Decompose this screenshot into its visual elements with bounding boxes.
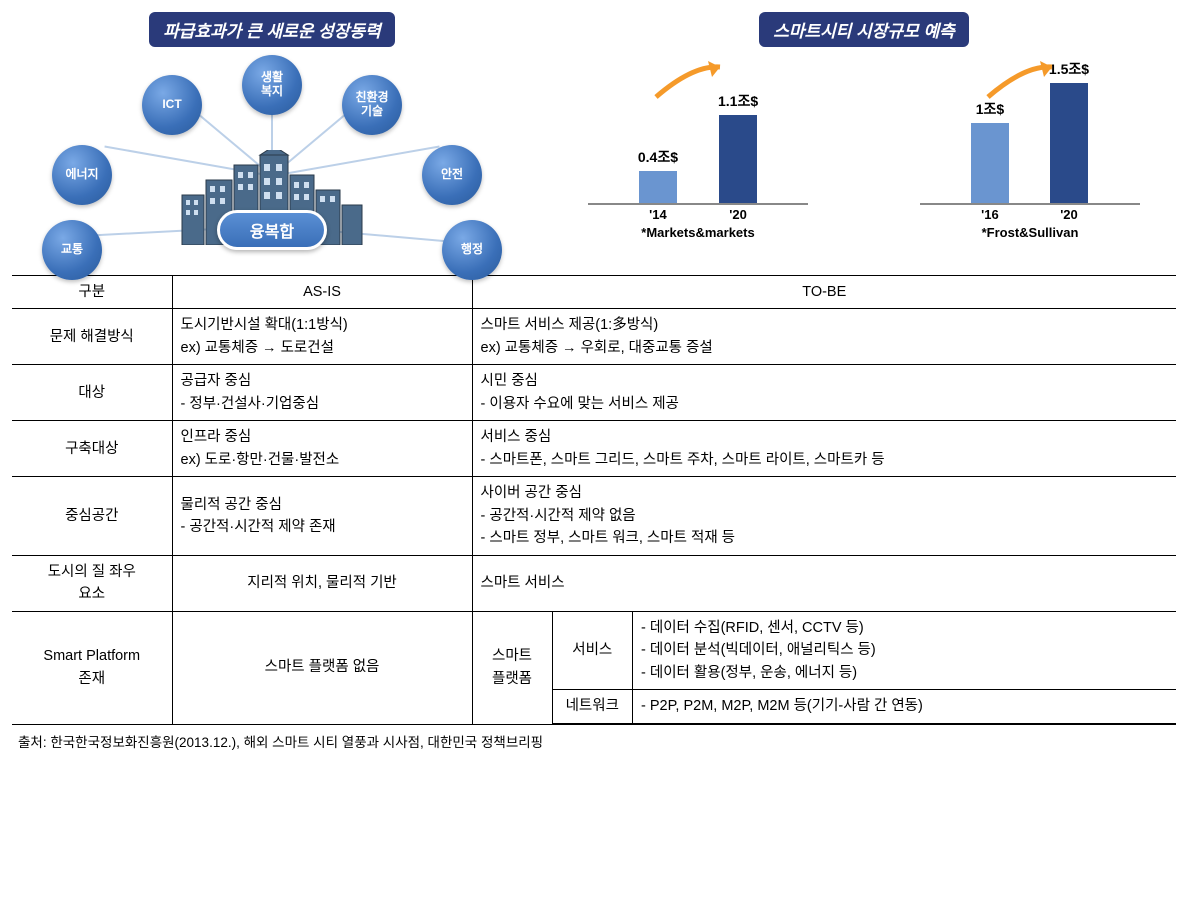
tobe-platform-sub: 서비스- 데이터 수집(RFID, 센서, CCTV 등)- 데이터 분석(빅데… [552, 611, 1176, 724]
row-tobe: 사이버 공간 중심- 공간적·시간적 제약 없음- 스마트 정부, 스마트 워크… [472, 477, 1176, 555]
row-asis: 도시기반시설 확대(1:1방식)ex) 교통체증 → 도로건설 [172, 309, 472, 365]
growth-diagram: 융복합 에너지ICT생활복지친환경기술안전행정교통 [12, 55, 532, 265]
bar [719, 115, 757, 203]
growth-bubble: 행정 [442, 220, 502, 280]
growth-arrow-icon [648, 55, 738, 105]
th-asis: AS-IS [172, 276, 472, 309]
mini-chart-bars: 0.4조$'14 1.1조$'20 [588, 65, 808, 205]
comparison-table: 구분 AS-IS TO-BE 문제 해결방식도시기반시설 확대(1:1방식)ex… [12, 275, 1176, 725]
growth-bubble: 에너지 [52, 145, 112, 205]
tobe-platform-head: 스마트플랫폼 [472, 611, 552, 724]
mini-chart-source: *Frost&Sullivan [920, 225, 1140, 240]
growth-bubble: 교통 [42, 220, 102, 280]
forecast-charts: 0.4조$'141.1조$'20*Markets&markets1조$'161.… [552, 55, 1176, 240]
row-tobe: 스마트 서비스 제공(1:多방식)ex) 교통체증 → 우회로, 대중교통 증설 [472, 309, 1176, 365]
table-row-platform: Smart Platform존재스마트 플랫폼 없음스마트플랫폼서비스- 데이터… [12, 611, 1176, 724]
bar-year-label: '20 [1060, 207, 1078, 222]
row-tobe: 시민 중심- 이용자 수요에 맞는 서비스 제공 [472, 365, 1176, 421]
bar-group: 1조$'16 [971, 99, 1009, 203]
row-asis: 인프라 중심ex) 도로·항만·건물·발전소 [172, 421, 472, 477]
growth-panel: 파급효과가 큰 새로운 성장동력 [12, 12, 532, 265]
table-row: 대상공급자 중심- 정부·건설사·기업중심시민 중심- 이용자 수요에 맞는 서… [12, 365, 1176, 421]
row-tobe: 스마트 서비스 [472, 555, 1176, 611]
bar-year-label: '14 [649, 207, 667, 222]
table-row: 문제 해결방식도시기반시설 확대(1:1방식)ex) 교통체증 → 도로건설스마… [12, 309, 1176, 365]
table-row: 구축대상인프라 중심ex) 도로·항만·건물·발전소서비스 중심- 스마트폰, … [12, 421, 1176, 477]
row-category: 문제 해결방식 [12, 309, 172, 365]
row-asis: 공급자 중심- 정부·건설사·기업중심 [172, 365, 472, 421]
bar [639, 171, 677, 203]
table-row: 도시의 질 좌우요소지리적 위치, 물리적 기반스마트 서비스 [12, 555, 1176, 611]
row-tobe: 서비스 중심- 스마트폰, 스마트 그리드, 스마트 주차, 스마트 라이트, … [472, 421, 1176, 477]
tobe-sub-value: - 데이터 수집(RFID, 센서, CCTV 등)- 데이터 분석(빅데이터,… [633, 612, 1177, 690]
bar [971, 123, 1009, 203]
th-cat: 구분 [12, 276, 172, 309]
table-header-row: 구분 AS-IS TO-BE [12, 276, 1176, 309]
row-asis: 스마트 플랫폼 없음 [172, 611, 472, 724]
forecast-panel: 스마트시티 시장규모 예측 0.4조$'141.1조$'20*Markets&m… [552, 12, 1176, 265]
row-asis: 지리적 위치, 물리적 기반 [172, 555, 472, 611]
bar-year-label: '20 [729, 207, 747, 222]
forecast-mini-chart: 0.4조$'141.1조$'20*Markets&markets [588, 65, 808, 240]
tobe-sub-value: - P2P, P2M, M2P, M2M 등(기기-사람 간 연동) [633, 690, 1177, 723]
top-row: 파급효과가 큰 새로운 성장동력 [12, 12, 1176, 265]
forecast-title: 스마트시티 시장규모 예측 [759, 12, 969, 47]
bar-group: 1.1조$'20 [718, 91, 758, 203]
row-asis: 물리적 공간 중심- 공간적·시간적 제약 존재 [172, 477, 472, 555]
growth-bubble: 친환경기술 [342, 75, 402, 135]
mini-chart-bars: 1조$'161.5조$'20 [920, 65, 1140, 205]
row-category: Smart Platform존재 [12, 611, 172, 724]
growth-bubble: ICT [142, 75, 202, 135]
source-footnote: 출처: 한국한국정보화진흥원(2013.12.), 해외 스마트 시티 열풍과 … [12, 731, 1176, 751]
forecast-mini-chart: 1조$'161.5조$'20 *Frost&Sullivan [920, 65, 1140, 240]
tobe-sub-key: 네트워크 [553, 690, 633, 723]
growth-bubble: 생활복지 [242, 55, 302, 115]
th-tobe: TO-BE [472, 276, 1176, 309]
growth-title: 파급효과가 큰 새로운 성장동력 [149, 12, 395, 47]
bar-year-label: '16 [981, 207, 999, 222]
table-row: 중심공간물리적 공간 중심- 공간적·시간적 제약 존재사이버 공간 중심- 공… [12, 477, 1176, 555]
mini-chart-source: *Markets&markets [588, 225, 808, 240]
row-category: 구축대상 [12, 421, 172, 477]
row-category: 대상 [12, 365, 172, 421]
row-category: 도시의 질 좌우요소 [12, 555, 172, 611]
tobe-sub-key: 서비스 [553, 612, 633, 690]
growth-bubble: 안전 [422, 145, 482, 205]
bar-group: 0.4조$'14 [638, 147, 678, 203]
bar-value-label: 0.4조$ [638, 147, 678, 167]
growth-arrow-icon [980, 55, 1070, 105]
row-category: 중심공간 [12, 477, 172, 555]
growth-center-bubble: 융복합 [217, 210, 327, 250]
